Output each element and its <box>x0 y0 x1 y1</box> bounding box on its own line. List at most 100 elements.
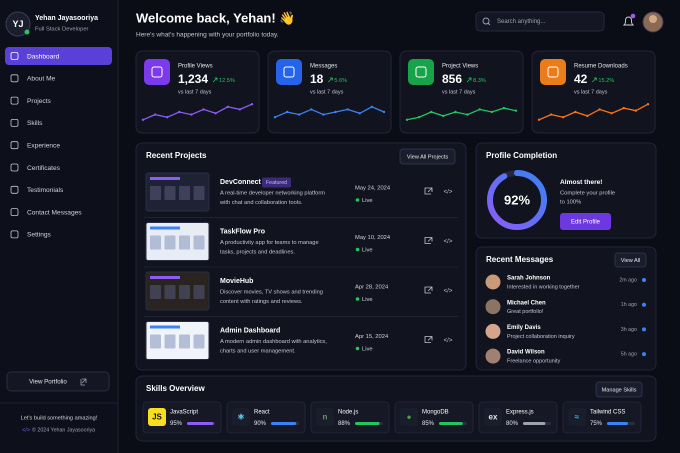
skill-icon <box>316 408 334 426</box>
footer-copyright: © 2024 Yehan Jayasooriya <box>32 426 95 433</box>
sparkline-dot <box>153 113 157 116</box>
profile-avatar[interactable] <box>5 11 31 37</box>
stat-value: 1,234 <box>178 72 208 86</box>
project-description: A productivity app for teams to manage <box>220 240 319 246</box>
code-link-icon[interactable]: </> <box>444 239 453 245</box>
nav-icon[interactable] <box>10 52 19 60</box>
code-link-icon[interactable]: </> <box>444 190 453 196</box>
stat-value: 18 <box>310 72 324 86</box>
view-all-projects-button[interactable] <box>399 148 456 165</box>
stat-label: Resume Downloads <box>574 64 628 70</box>
sparkline-dot <box>250 103 254 106</box>
edit-profile-button[interactable] <box>560 213 611 230</box>
skill-icon <box>484 408 502 426</box>
nav-item[interactable]: Settings <box>27 232 52 239</box>
nav-icon[interactable] <box>10 74 19 83</box>
sparkline-dot <box>634 109 638 112</box>
view-portfolio-button[interactable] <box>6 371 110 392</box>
sparkline-dot <box>273 116 277 119</box>
skill-percent: 90% <box>254 421 267 427</box>
nav-icon[interactable] <box>10 163 19 172</box>
completion-card <box>475 142 657 239</box>
code-link-icon[interactable]: </> <box>444 338 453 344</box>
status-dot <box>355 346 360 351</box>
open-link-icon[interactable] <box>424 237 433 244</box>
stat-icon-glyph <box>283 66 295 78</box>
open-link-icon[interactable] <box>424 286 433 294</box>
project-name[interactable]: DevConnect <box>220 179 262 186</box>
sparkline-dot <box>405 118 409 122</box>
project-name[interactable]: MovieHub <box>220 278 253 285</box>
nav-icon[interactable] <box>10 230 19 239</box>
projects-title: Recent Projects <box>146 151 207 160</box>
project-status: Live <box>362 198 373 204</box>
nav-item[interactable]: Experience <box>27 142 60 149</box>
project-name[interactable]: Admin Dashboard <box>220 327 280 334</box>
thumbnail-bar <box>150 226 180 230</box>
message-name[interactable]: Emily Davis <box>507 325 541 331</box>
message-avatar[interactable] <box>485 299 501 315</box>
sparkline-dot <box>214 112 217 115</box>
message-avatar[interactable] <box>485 274 501 290</box>
sparkline-dot <box>478 108 481 111</box>
message-name[interactable]: Sarah Johnson <box>507 276 551 282</box>
open-link-icon[interactable] <box>424 187 433 195</box>
nav-item[interactable]: Dashboard <box>27 53 60 60</box>
sparkline-dot <box>382 110 386 114</box>
sparkline-dot <box>598 108 601 111</box>
nav-item[interactable]: Projects <box>27 98 52 105</box>
sparkline-dot <box>141 118 145 122</box>
project-thumbnail[interactable] <box>145 321 210 360</box>
nav-item[interactable]: Contact Messages <box>27 209 82 216</box>
nav-item[interactable]: About Me <box>27 76 56 83</box>
project-status: Live <box>362 347 373 353</box>
sparkline-dot <box>238 108 242 111</box>
open-link-icon[interactable] <box>424 336 433 343</box>
skill-bar <box>187 422 214 425</box>
nav-icon[interactable] <box>10 119 19 127</box>
project-name[interactable]: TaskFlow Pro <box>220 228 265 235</box>
project-thumbnail[interactable] <box>145 271 210 311</box>
stats: Profile Views 1,234 12.5% vs last 7 days Mes… <box>135 50 656 134</box>
page-subtitle: Here's what's happening with your portfo… <box>136 32 279 39</box>
skill-bar <box>607 422 628 425</box>
project-description: tasks, projects and deadlines. <box>220 250 295 256</box>
badge <box>262 177 291 188</box>
nav-icon[interactable] <box>10 208 19 217</box>
project-status: Live <box>362 248 373 254</box>
skill-percent: 85% <box>422 421 435 427</box>
message-text: Project collaboration inquiry <box>507 334 575 340</box>
nav-item[interactable]: Certificates <box>27 165 61 172</box>
stat-period: vs last 7 days <box>574 89 608 95</box>
manage-skills-button[interactable] <box>595 381 643 398</box>
sparkline-dot <box>537 118 541 122</box>
message-avatar[interactable] <box>485 348 501 364</box>
nav-icon[interactable] <box>10 96 19 105</box>
skill-percent: 80% <box>506 421 519 427</box>
nav-icon[interactable] <box>10 141 19 150</box>
skill-name: Express.js <box>506 410 534 416</box>
nav-item[interactable]: Skills <box>27 120 43 127</box>
nav-active <box>5 47 112 65</box>
code-link-icon[interactable]: </> <box>444 289 453 295</box>
status-dot <box>355 297 360 301</box>
skill-icon <box>400 408 418 426</box>
thumbnail-detail <box>179 285 190 299</box>
skill-bar <box>355 422 380 425</box>
sparkline-dot <box>514 109 518 112</box>
sparkline-dot <box>622 106 625 110</box>
nav-item[interactable]: Testimonials <box>27 187 64 194</box>
message-avatar[interactable] <box>485 323 501 339</box>
nav-icon[interactable] <box>10 185 19 194</box>
view-all-messages-button[interactable] <box>614 252 647 268</box>
project-thumbnail[interactable] <box>145 172 210 212</box>
sparkline-dot <box>574 110 577 114</box>
stat-value: 856 <box>442 72 462 86</box>
message-list: Sarah Johnson Interested in working toget… <box>485 274 646 365</box>
message-name[interactable]: Michael Chen <box>507 300 546 306</box>
project-thumbnail[interactable] <box>145 222 210 261</box>
bell-icon[interactable] <box>622 16 635 26</box>
message-name[interactable]: David Wilson <box>507 350 545 356</box>
search-box[interactable] <box>475 11 605 32</box>
sparkline-dot <box>298 113 301 116</box>
